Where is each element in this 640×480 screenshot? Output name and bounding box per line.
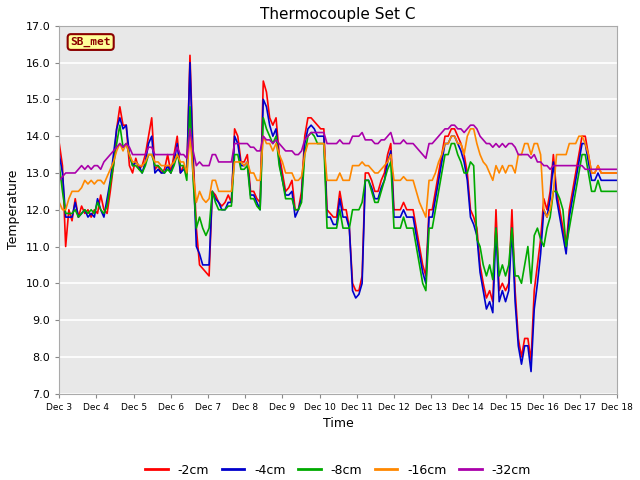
-32cm [241,141,248,146]
-8cm [81,207,88,213]
Title: Thermocouple Set C: Thermocouple Set C [260,7,416,22]
-4cm [186,60,194,66]
-2cm [613,170,621,176]
Line: -16cm: -16cm [60,129,617,217]
-2cm [56,141,63,146]
-8cm [148,152,156,157]
-8cm [374,200,382,205]
-2cm [243,152,251,157]
-16cm [148,152,156,157]
-2cm [186,52,194,58]
-8cm [422,288,429,294]
Line: -2cm: -2cm [60,55,617,360]
Line: -32cm: -32cm [60,125,617,180]
-16cm [81,178,88,183]
-8cm [186,104,194,109]
-4cm [56,152,63,157]
-16cm [241,163,248,168]
-2cm [527,358,535,363]
-32cm [371,141,379,146]
Y-axis label: Temperature: Temperature [7,170,20,250]
-4cm [148,133,156,139]
-16cm [613,170,621,176]
-16cm [56,200,63,205]
-32cm [81,167,88,172]
-32cm [447,122,455,128]
-4cm [527,369,535,374]
-2cm [581,133,589,139]
-8cm [581,152,589,157]
-2cm [103,211,111,216]
-2cm [148,115,156,120]
-16cm [581,141,589,146]
Line: -8cm: -8cm [60,107,617,291]
-32cm [613,167,621,172]
-2cm [81,211,88,216]
Legend: -2cm, -4cm, -8cm, -16cm, -32cm: -2cm, -4cm, -8cm, -16cm, -32cm [140,459,536,480]
-8cm [243,163,251,168]
-4cm [374,196,382,202]
-32cm [56,178,63,183]
Text: SB_met: SB_met [70,37,111,47]
-32cm [103,156,111,161]
-4cm [81,207,88,213]
-32cm [148,144,156,150]
-4cm [103,196,111,202]
-2cm [374,189,382,194]
-16cm [103,174,111,180]
-4cm [613,178,621,183]
X-axis label: Time: Time [323,417,353,430]
-32cm [578,163,586,168]
Line: -4cm: -4cm [60,63,617,372]
-8cm [613,189,621,194]
-8cm [56,163,63,168]
-4cm [581,141,589,146]
-16cm [371,170,379,176]
-16cm [467,126,474,132]
-4cm [243,159,251,165]
-8cm [103,203,111,209]
-16cm [422,214,429,220]
